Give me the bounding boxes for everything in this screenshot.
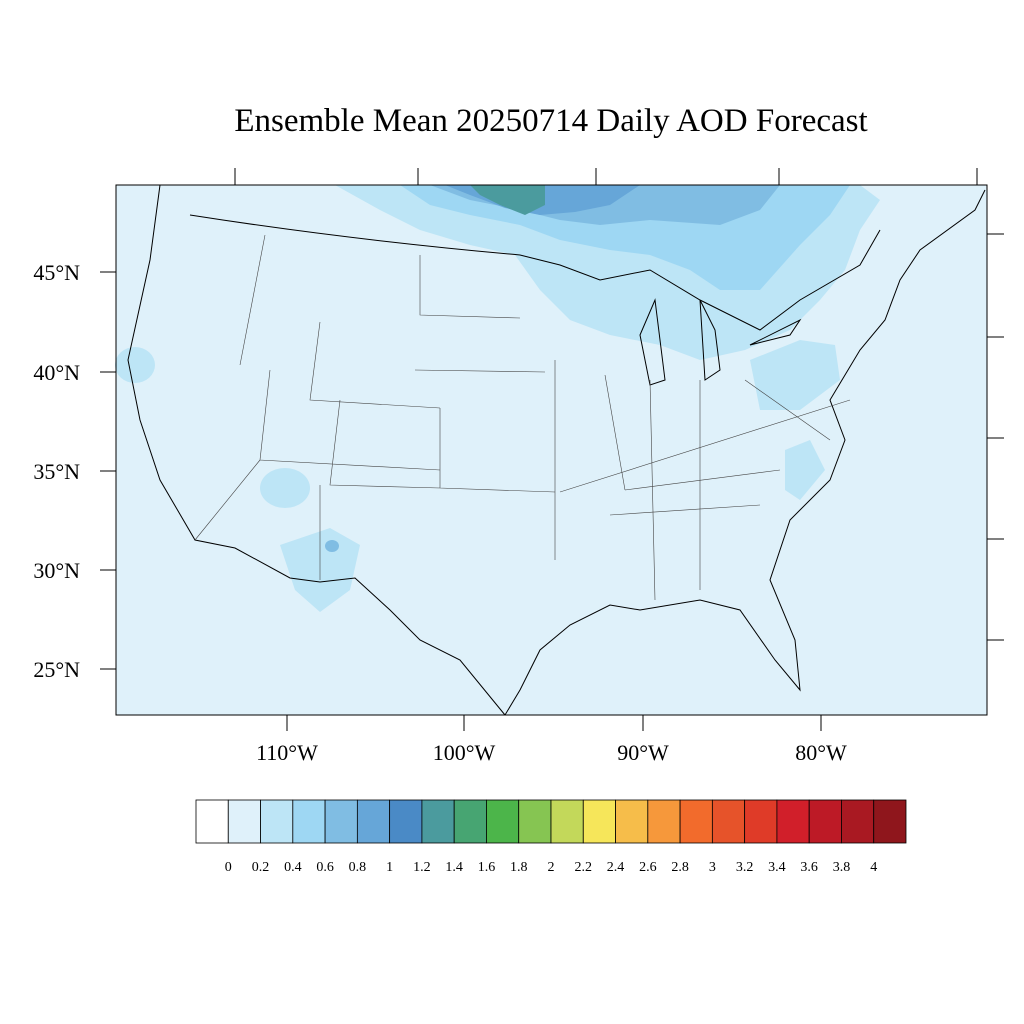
state-line bbox=[194, 234, 851, 601]
colorbar-label: 0.8 bbox=[349, 860, 367, 875]
longitude-label: 100°W bbox=[433, 740, 496, 765]
map-title: Ensemble Mean 20250714 Daily AOD Forecas… bbox=[234, 103, 867, 139]
colorbar-label: 2.4 bbox=[607, 860, 625, 875]
colorbar-label: 2.8 bbox=[671, 860, 689, 875]
aerosol-region bbox=[470, 185, 545, 215]
colorbar-label: 0.6 bbox=[316, 860, 334, 875]
longitude-label: 90°W bbox=[617, 740, 669, 765]
axis-ticks bbox=[100, 168, 1004, 731]
colorbar-box bbox=[711, 799, 746, 844]
colorbar-label: 3.6 bbox=[800, 860, 818, 875]
latitude-label: 40°N bbox=[33, 360, 80, 385]
map bbox=[100, 168, 1004, 731]
colorbar-box bbox=[227, 799, 261, 844]
colorbar-box bbox=[324, 799, 358, 844]
colorbar-label: 0 bbox=[225, 860, 232, 875]
colorbar-box bbox=[841, 799, 875, 844]
colorbar-label: 1 bbox=[386, 860, 393, 875]
colorbar-label: 2 bbox=[548, 860, 555, 875]
colorbar-box bbox=[421, 799, 455, 844]
colorbar-label: 3.8 bbox=[833, 860, 851, 875]
colorbar-box bbox=[873, 799, 907, 844]
coastline bbox=[127, 184, 986, 716]
colorbar-box bbox=[744, 799, 778, 844]
colorbar: 0 0.2 0.4 0.6 0.8 1 1.2 1.4 1.6 1.8 2 2.2 2.4 2.6 2.8 3… bbox=[195, 799, 907, 875]
longitude-label: 80°W bbox=[795, 740, 847, 765]
colorbar-box bbox=[486, 799, 520, 844]
aerosol-region bbox=[260, 468, 310, 508]
colorbar-box bbox=[453, 799, 487, 844]
colorbar-label: 0.4 bbox=[284, 860, 302, 875]
colorbar-label: 1.4 bbox=[445, 860, 463, 875]
colorbar-label: 1.6 bbox=[478, 860, 496, 875]
latitude-label: 35°N bbox=[33, 459, 80, 484]
colorbar-box bbox=[776, 799, 810, 844]
colorbar-label: 0.2 bbox=[252, 860, 270, 875]
aerosol-region bbox=[785, 440, 825, 500]
map-frame bbox=[115, 184, 988, 716]
colorbar-box bbox=[615, 799, 649, 844]
colorbar-box bbox=[195, 799, 229, 844]
colorbar-label: 1.8 bbox=[510, 860, 528, 875]
aerosol-region bbox=[325, 540, 339, 552]
latitude-label: 25°N bbox=[33, 657, 80, 682]
colorbar-box bbox=[518, 799, 552, 844]
colorbar-box bbox=[679, 799, 713, 844]
axis-labels: 45°N 40°N 35°N 30°N 25°N 110°W 100°W 90°W 80°W bbox=[33, 260, 847, 765]
colorbar-box bbox=[356, 799, 391, 844]
aerosol-region bbox=[115, 347, 155, 383]
colorbar-label: 3.2 bbox=[736, 860, 754, 875]
colorbar-label: 4 bbox=[870, 860, 877, 875]
colorbar-box bbox=[808, 799, 842, 844]
longitude-label: 110°W bbox=[256, 740, 318, 765]
latitude-label: 30°N bbox=[33, 558, 80, 583]
colorbar-box bbox=[260, 799, 294, 844]
aerosol-region bbox=[750, 340, 840, 410]
colorbar-box bbox=[292, 799, 326, 844]
colorbar-box bbox=[550, 799, 584, 844]
colorbar-label: 2.2 bbox=[575, 860, 593, 875]
border bbox=[189, 214, 881, 386]
colorbar-box bbox=[582, 799, 616, 844]
colorbar-box bbox=[389, 799, 423, 844]
colorbar-label: 3 bbox=[709, 860, 716, 875]
latitude-label: 45°N bbox=[33, 260, 80, 285]
colorbar-label: 1.2 bbox=[413, 860, 431, 875]
colorbar-label: 3.4 bbox=[768, 860, 786, 875]
colorbar-box bbox=[647, 799, 681, 844]
colorbar-label: 2.6 bbox=[639, 860, 657, 875]
